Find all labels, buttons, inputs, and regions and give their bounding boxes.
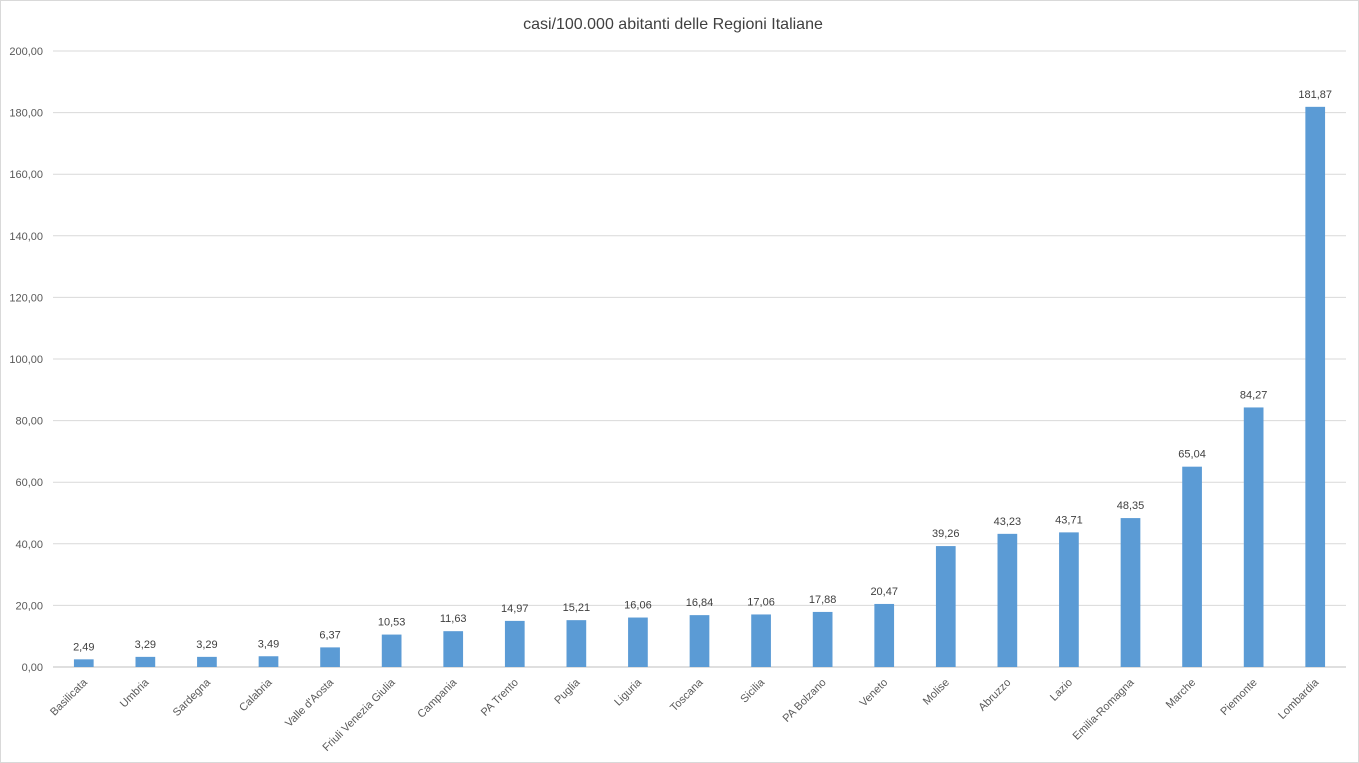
- bar: [1182, 466, 1202, 667]
- x-tick-label: Umbria: [118, 676, 152, 710]
- y-tick-label: 80,00: [15, 416, 43, 428]
- y-tick-label: 100,00: [9, 354, 43, 366]
- x-tick-label: Basilicata: [48, 676, 90, 718]
- y-tick-label: 140,00: [9, 231, 43, 243]
- data-label: 65,04: [1178, 449, 1206, 461]
- data-label: 16,06: [624, 600, 652, 612]
- y-tick-label: 120,00: [9, 292, 43, 304]
- y-tick-label: 0,00: [22, 662, 43, 674]
- bar: [504, 620, 525, 667]
- x-tick-label: Veneto: [858, 677, 891, 710]
- x-axis-tick-labels: Basilicata Umbria Sardegna Calabria Valle d'…: [48, 676, 1322, 754]
- x-tick-label: Lombardia: [1276, 676, 1322, 722]
- x-tick-label: Piemonte: [1218, 677, 1259, 718]
- data-label: 16,84: [686, 597, 714, 609]
- bar: [874, 603, 895, 667]
- x-tick-label: Marche: [1164, 677, 1198, 711]
- bar: [135, 656, 156, 667]
- x-tick-label: PA Bolzano: [781, 677, 829, 725]
- x-tick-label: Abruzzo: [976, 677, 1013, 714]
- x-tick-label: Sicilia: [738, 676, 767, 705]
- x-tick-label: Molise: [921, 677, 952, 708]
- gridlines: [53, 50, 1346, 668]
- data-labels: 2,49 3,29 3,29 3,49 6,37 10,53 11,63 14,97 15,21…: [73, 89, 1332, 653]
- x-tick-label: Emilia-Romagna: [1071, 676, 1138, 743]
- data-label: 48,35: [1117, 500, 1145, 512]
- y-tick-label: 160,00: [9, 169, 43, 181]
- chart-title: casi/100.000 abitanti delle Regioni Ital…: [523, 16, 823, 33]
- data-label: 14,97: [501, 603, 529, 615]
- x-tick-label: Toscana: [668, 676, 706, 714]
- x-tick-label: Liguria: [612, 676, 644, 708]
- y-axis-tick-labels: 0,00 20,00 40,00 60,00 80,00 100,00 120,00 140,…: [9, 46, 43, 674]
- bars: [73, 106, 1326, 668]
- data-label: 2,49: [73, 641, 94, 653]
- x-tick-label: Calabria: [237, 676, 275, 714]
- bar: [689, 615, 710, 667]
- data-label: 10,53: [378, 617, 406, 629]
- data-label: 17,88: [809, 594, 837, 606]
- x-tick-label: Puglia: [552, 676, 583, 707]
- data-label: 181,87: [1298, 89, 1332, 101]
- bar: [628, 617, 648, 667]
- data-label: 15,21: [563, 602, 591, 614]
- bar: [751, 614, 771, 667]
- y-tick-label: 180,00: [9, 108, 43, 120]
- data-label: 43,23: [994, 516, 1022, 528]
- data-label: 17,06: [747, 596, 775, 608]
- x-tick-label: Sardegna: [171, 676, 214, 719]
- bar: [320, 647, 340, 667]
- bar: [812, 611, 833, 667]
- x-tick-label: Valle d'Aosta: [283, 676, 337, 730]
- bar: [381, 634, 402, 667]
- data-label: 3,49: [258, 638, 279, 650]
- data-label: 6,37: [319, 629, 340, 641]
- bar: [1243, 407, 1264, 667]
- bar: [443, 631, 464, 667]
- bar: [1120, 518, 1141, 667]
- data-label: 84,27: [1240, 389, 1268, 401]
- data-label: 11,63: [440, 613, 467, 625]
- y-tick-label: 200,00: [9, 46, 43, 58]
- bar: [566, 620, 587, 667]
- data-label: 20,47: [870, 586, 898, 598]
- y-tick-label: 20,00: [15, 600, 43, 612]
- bar: [258, 656, 279, 667]
- y-tick-label: 60,00: [15, 477, 43, 489]
- data-label: 3,29: [135, 639, 156, 651]
- data-label: 3,29: [196, 639, 217, 651]
- bar: [1305, 106, 1326, 668]
- data-label: 39,26: [932, 528, 960, 540]
- x-tick-label: Campania: [415, 676, 460, 721]
- y-tick-label: 40,00: [15, 539, 43, 551]
- x-tick-label: PA Trento: [479, 677, 521, 719]
- x-tick-label: Lazio: [1048, 677, 1075, 704]
- data-label: 43,71: [1055, 514, 1083, 526]
- bar: [935, 546, 956, 667]
- bar: [1059, 532, 1079, 667]
- bar: [197, 656, 217, 667]
- bar: [73, 659, 94, 667]
- bar: [997, 533, 1018, 667]
